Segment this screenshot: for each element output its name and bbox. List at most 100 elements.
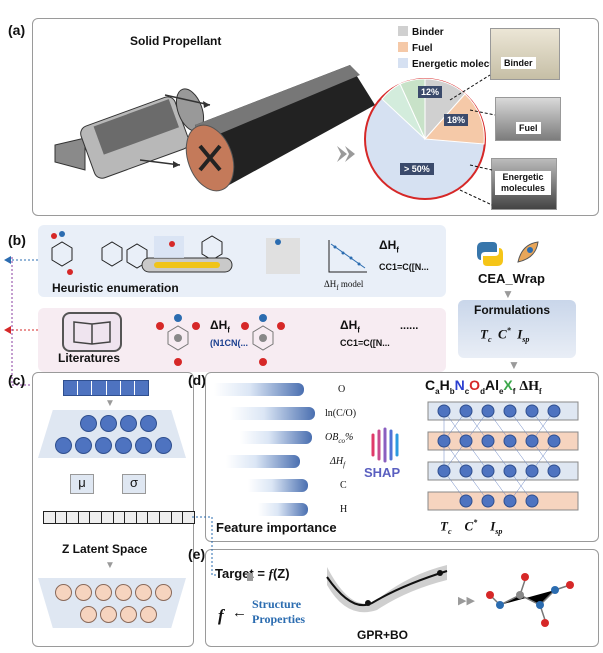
formulations-label: Formulations [474, 303, 551, 317]
panel-d-label: (d) [188, 372, 206, 388]
decoder-node [80, 606, 97, 623]
dhf-model-label: ΔHf model [324, 279, 364, 292]
dhf-model-plot [328, 240, 367, 273]
legend-energetic-swatch [398, 57, 408, 68]
latent-vector [43, 511, 195, 524]
decoder-node [95, 584, 112, 601]
target-connector [192, 516, 253, 581]
decoder-node [100, 606, 117, 623]
smiles-lit-2: CC1=C([N... [340, 338, 390, 348]
bar-H [258, 503, 308, 516]
chevron-right-icon [337, 146, 355, 162]
photo-binder: Binder [490, 28, 560, 80]
heuristic-label: Heuristic enumeration [52, 281, 179, 295]
legend-binder: Binder [398, 24, 509, 40]
input-vector [63, 380, 149, 396]
decoder-node [155, 584, 172, 601]
encoder-node [115, 437, 132, 454]
pie-label-energetic: > 50% [400, 163, 434, 175]
encoder-node [100, 415, 117, 432]
nn-outputs: Tc C* Isp [440, 518, 503, 536]
cea-wrap-title: CEA_Wrap [478, 271, 545, 286]
bar-ob [240, 431, 312, 444]
panel-b-label: (b) [8, 232, 26, 248]
decoder-node [120, 606, 137, 623]
neural-network [427, 401, 579, 511]
legend-binder-swatch [398, 25, 408, 36]
decoder-node [115, 584, 132, 601]
pie-label-binder: 12% [418, 86, 443, 98]
bar-dhf [226, 455, 300, 468]
properties-label: Properties [252, 612, 306, 626]
encoder-node [95, 437, 112, 454]
decoder-node [135, 584, 152, 601]
panel-a-label: (a) [8, 22, 26, 38]
composition-legend: Binder Fuel Energetic molecules [398, 24, 509, 72]
molecules-literature [156, 314, 285, 366]
molecule-output [486, 573, 574, 627]
encoder-node [140, 415, 157, 432]
formulations-box: Formulations Tc C* Isp [458, 300, 576, 358]
smiles-lit-1: (N1CN(... [210, 338, 248, 348]
rocket-motor-icon [54, 88, 205, 179]
photo-energetic: Energetic molecules [491, 158, 557, 210]
cea-arrow-2: ▼ [508, 358, 520, 372]
feature-H: H [340, 504, 348, 515]
shap-logo-icon [371, 427, 399, 463]
legend-fuel: Fuel [398, 40, 509, 56]
dhf-heuristic: ΔHf [379, 238, 399, 255]
gpr-plot [326, 565, 448, 613]
bar-lnco [230, 407, 315, 420]
feature-importance-label: Feature importance [216, 520, 337, 535]
legend-fuel-swatch [398, 41, 408, 52]
chevron-right-icon: ▶▶ [458, 595, 475, 607]
dotted-connectors-left [4, 256, 38, 334]
pie-label-fuel: 18% [444, 114, 469, 126]
propellant-cylinder-icon [185, 65, 375, 192]
decoder-node [140, 606, 157, 623]
sigma-box: σ [122, 474, 146, 494]
bar-C [248, 479, 308, 492]
literatures-label: Literatures [58, 351, 121, 365]
decoder-node [55, 584, 72, 601]
encoder-node [135, 437, 152, 454]
decoder-node [75, 584, 92, 601]
mu-box: μ [70, 474, 94, 494]
encoder-node [55, 437, 72, 454]
encoder-node [155, 437, 172, 454]
photo-fuel: Fuel [495, 97, 561, 141]
gpr-bo-label: GPR+BO [357, 628, 409, 642]
book-icon [62, 312, 122, 352]
encoder-node [120, 415, 137, 432]
feature-C: C [340, 480, 347, 491]
smiles-heuristic: CC1=C([N... [379, 262, 429, 272]
feature-ob: OBco% [325, 432, 354, 445]
latent-space-label: Z Latent Space [62, 542, 148, 556]
encoder-node [80, 415, 97, 432]
feature-O: O [338, 384, 346, 395]
python-icon [477, 242, 503, 266]
molecules-heuristic [51, 231, 300, 275]
arrow-left-icon: ← [232, 604, 247, 621]
solid-propellant-title: Solid Propellant [130, 34, 222, 48]
rocket-icon [517, 241, 539, 263]
photo-connectors [449, 74, 496, 206]
feature-lnco: ln(C/O) [325, 408, 357, 419]
ellipsis: ...... [400, 320, 419, 332]
legend-energetic: Energetic molecules [398, 56, 509, 72]
heuristic-box [38, 225, 446, 297]
propellant-illustration [54, 65, 375, 192]
encoder-node [75, 437, 92, 454]
cea-outputs: Tc C* Isp [480, 326, 530, 344]
f-symbol: f [218, 606, 224, 625]
chevron-down-icon: ▼ [105, 398, 115, 409]
cea-arrow-1: ▼ [502, 287, 514, 301]
dhf-lit-1: ΔHf [210, 318, 230, 335]
panel-c-label: (c) [8, 372, 26, 388]
dhf-lit-2: ΔHf [340, 318, 360, 335]
panel-e-label: (e) [188, 546, 206, 562]
chevron-down-icon: ▼ [105, 560, 115, 571]
shap-label: SHAP [364, 465, 401, 480]
bar-O [214, 383, 304, 396]
structure-label: Structure [252, 597, 302, 611]
